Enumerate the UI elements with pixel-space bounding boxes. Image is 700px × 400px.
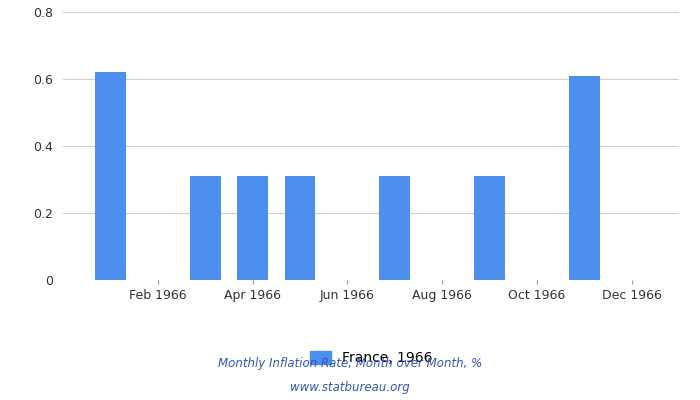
Bar (474, 176, 505, 280)
Text: Monthly Inflation Rate, Month over Month, %: Monthly Inflation Rate, Month over Month… (218, 358, 482, 370)
Text: www.statbureau.org: www.statbureau.org (290, 382, 410, 394)
Legend: France, 1966: France, 1966 (304, 346, 438, 371)
Bar (190, 176, 220, 280)
Bar (237, 176, 268, 280)
Bar (379, 176, 410, 280)
Bar (569, 76, 600, 280)
Bar (95, 72, 126, 280)
Bar (284, 176, 315, 280)
